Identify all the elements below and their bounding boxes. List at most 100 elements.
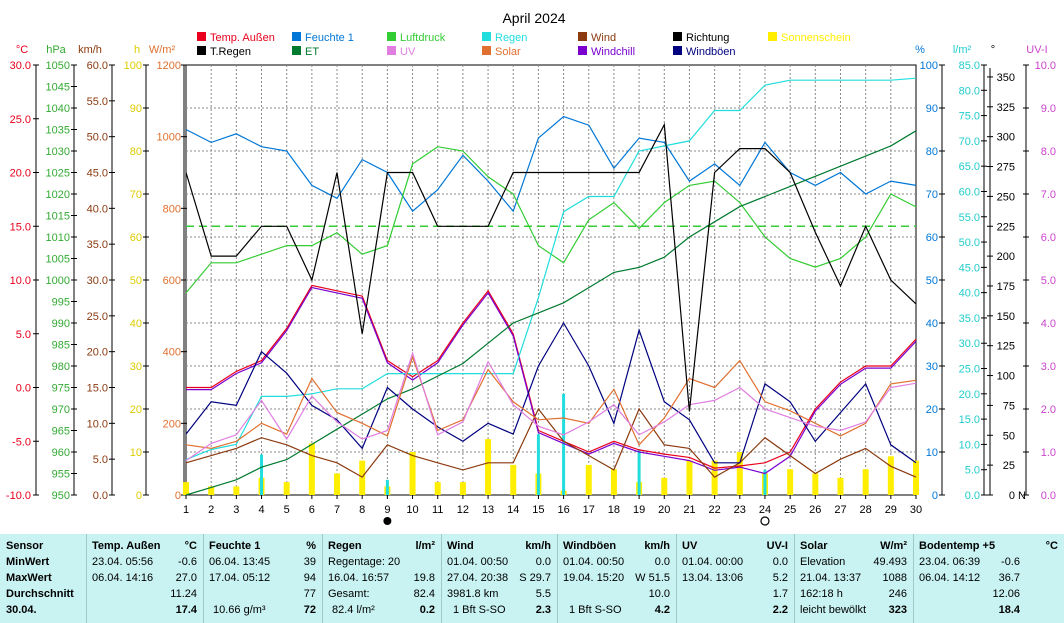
bar-t-regen (637, 449, 641, 495)
plot-grid (185, 64, 917, 496)
x-tick-label: 3 (233, 504, 239, 516)
bar-sonnenschein (233, 486, 240, 495)
legend-label: Wind (591, 32, 616, 44)
gust-max: W 51.5 (635, 572, 670, 584)
uv-min-date: 01.04. 00:00 (682, 556, 744, 568)
uv-min: 0.0 (772, 556, 788, 568)
humidity-max: 94 (303, 572, 316, 584)
axis-tick-label: 300 (997, 132, 1015, 144)
legend-swatch (387, 32, 396, 41)
axis-tick-label: 965 (52, 426, 70, 438)
axis-tick-label: 955 (52, 469, 70, 481)
bar-sonnenschein (661, 477, 668, 495)
humidity-abs: 10.66 g/m³ (213, 604, 266, 616)
stat-unit: W/m² (880, 540, 907, 552)
legend-label: Sonnenschein (781, 32, 851, 44)
axis-tick-label: 985 (52, 340, 70, 352)
uv-avg: 1.7 (772, 588, 788, 600)
axis-tick-label: 25.0 (87, 311, 108, 323)
axis-tick-label: 100 (124, 60, 142, 72)
stat-title: Windböen (563, 540, 617, 552)
row-label: Durchschnitt (6, 588, 74, 600)
x-tick-label: 21 (683, 504, 695, 516)
axis-tick-label: 80.0 (959, 85, 980, 97)
axis-tick-label: 5.0 (1041, 275, 1056, 287)
column-separator (676, 534, 677, 623)
axis-tick-label: 250 (997, 191, 1015, 203)
column-separator (913, 534, 914, 623)
axis-title-temp: °C (16, 44, 28, 56)
bar-sonnenschein (610, 469, 617, 495)
x-tick-label: 17 (583, 504, 595, 516)
x-tick-label: 11 (432, 504, 443, 516)
wind-max: S 29.7 (519, 572, 551, 584)
wind-min-date: 01.04. 00:50 (447, 556, 509, 568)
axis-tick-label: 15.0 (959, 414, 980, 426)
bar-sonnenschein (736, 452, 743, 495)
axes: °C 30.0 25.0 20.0 15.0 10.0 5.0 0.0 -5.0 -10.0 hPa… (6, 44, 1056, 502)
bar-sonnenschein (812, 473, 819, 495)
axis-title-direction: ° (991, 44, 995, 56)
soil-current: 18.4 (998, 604, 1020, 616)
x-tick-label: 20 (658, 504, 670, 516)
legend-label: UV (400, 46, 416, 58)
x-tick-label: 9 (384, 504, 390, 516)
wind-max-date: 27.04. 20:38 (447, 572, 509, 584)
x-tick-label: 29 (885, 504, 897, 516)
legend-label: Solar (495, 46, 521, 58)
axis-tick-label: 80 (130, 146, 142, 158)
axis-tick-label: 20.0 (87, 347, 108, 359)
legend-label: T.Regen (210, 46, 251, 58)
stat-unit: l/m² (415, 540, 435, 552)
axis-tick-label: 1050 (46, 60, 70, 72)
axis-tick-label: 10.0 (10, 275, 31, 287)
bar-t-regen (763, 469, 767, 495)
bar-sonnenschein (308, 443, 315, 495)
series-line-uv (185, 351, 917, 462)
legend-swatch (292, 46, 301, 55)
solar-elevation: 49.493 (873, 556, 907, 568)
axis-tick-label: 55.0 (87, 96, 108, 108)
axis-tick-label: 10 (926, 447, 938, 459)
axis-tick-label: 1025 (46, 168, 70, 180)
axis-tick-label: 40.0 (959, 288, 980, 300)
axis-tick-label: 8.0 (1041, 146, 1056, 158)
gust-min-date: 01.04. 00:50 (563, 556, 625, 568)
series-line-luftdruck (185, 146, 917, 294)
x-tick-label: 8 (359, 504, 365, 516)
legend-label: Richtung (686, 32, 729, 44)
axis-tick-label: 4.0 (1041, 318, 1056, 330)
x-tick-label: 2 (208, 504, 214, 516)
bar-sonnenschein (887, 456, 894, 495)
row-label: Sensor (6, 540, 44, 552)
temp-min: -0.6 (178, 556, 197, 568)
x-tick-label: 13 (482, 504, 494, 516)
axis-tick-label: 1015 (46, 211, 70, 223)
axis-tick-label: 1000 (46, 275, 70, 287)
bar-sonnenschein (359, 460, 366, 495)
solar-sun-hours: 162:18 h (800, 588, 843, 600)
axis-tick-label: 0.0 (16, 383, 31, 395)
axis-tick-label: 7.0 (1041, 189, 1056, 201)
rain-total-label: Gesamt: (328, 588, 370, 600)
gust-max-date: 19.04. 15:20 (563, 572, 625, 584)
soil-max: 36.7 (998, 572, 1020, 584)
stat-title: Bodentemp +5 (919, 540, 996, 552)
axis-tick-label: -5.0 (12, 436, 31, 448)
wind-bft: 1 Bft S-SO (453, 604, 506, 616)
x-tick-label: 23 (734, 504, 746, 516)
axis-tick-label: 60 (130, 232, 142, 244)
axis-tick-label: 980 (52, 361, 70, 373)
axis-tick-label: 50 (926, 275, 938, 287)
row-label: MaxWert (6, 572, 52, 584)
x-tick-label: 16 (557, 504, 569, 516)
rain-max-date: 16.04. 16:57 (328, 572, 390, 584)
axis-tick-label: 30 (926, 361, 938, 373)
humidity-current: 72 (303, 604, 316, 616)
column-separator (322, 534, 323, 623)
stat-title: Solar (800, 540, 828, 552)
axis-tick-label: 40.0 (87, 203, 108, 215)
x-axis: 1 2 3 4 5 6 7 8 9 10 11 12 13 14 15 16 17 18 19 20 21 22 23 24 2… (183, 495, 922, 526)
x-tick-label: 27 (834, 504, 846, 516)
moon-new-icon (383, 517, 392, 525)
